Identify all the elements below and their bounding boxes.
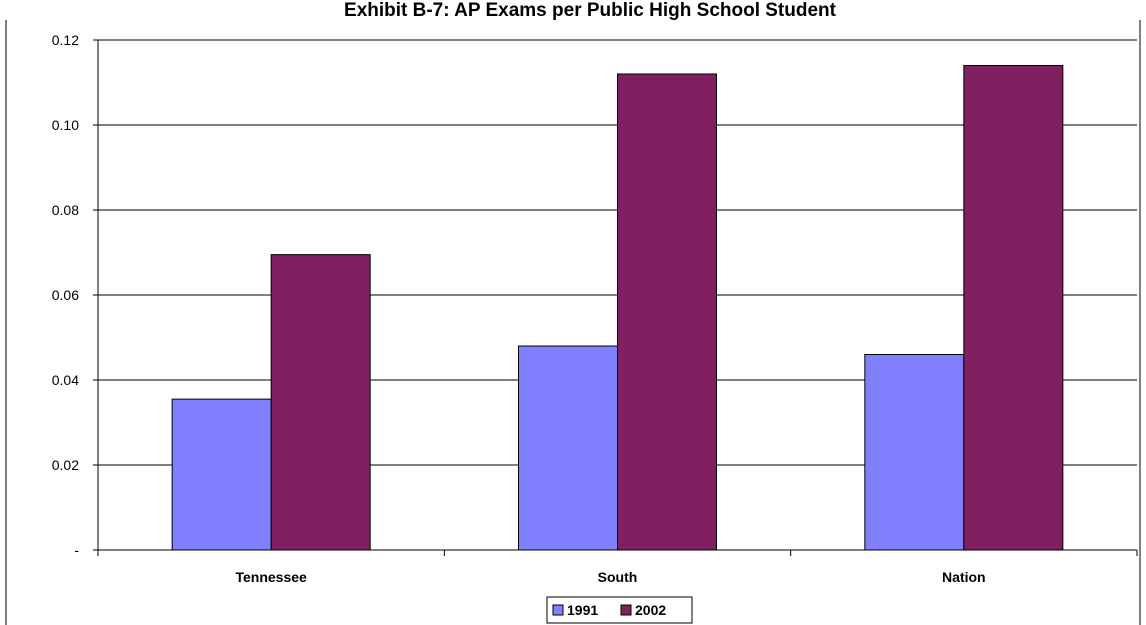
bar-1991-nation <box>864 354 965 551</box>
legend: 1991 2002 <box>546 596 693 624</box>
y-tick-label: 0.06 <box>52 287 79 303</box>
legend-label-2002: 2002 <box>635 602 666 618</box>
bar-1991-tennessee <box>171 398 272 551</box>
y-tick-label: - <box>74 542 79 558</box>
x-category-label: Tennessee <box>235 569 307 585</box>
y-tick-label: 0.04 <box>52 372 79 388</box>
bar-2002-tennessee <box>270 254 371 551</box>
x-category-label: South <box>598 569 638 585</box>
legend-swatch-1991 <box>552 604 564 616</box>
y-tick-label: 0.12 <box>52 32 79 48</box>
y-tick-label: 0.08 <box>52 202 79 218</box>
bar-2002-south <box>617 73 717 551</box>
legend-box <box>546 596 693 624</box>
bars <box>171 65 1064 551</box>
chart-title: Exhibit B-7: AP Exams per Public High Sc… <box>344 0 837 21</box>
y-tick-label: 0.02 <box>52 457 79 473</box>
legend-label-1991: 1991 <box>567 602 598 618</box>
legend-swatch-2002 <box>620 604 632 616</box>
y-tick-label: 0.10 <box>52 117 79 133</box>
bar-1991-south <box>518 345 618 551</box>
bar-2002-nation <box>963 65 1064 551</box>
x-axis: Tennessee South Nation <box>97 40 1138 585</box>
y-axis-ticks: - 0.02 0.04 0.06 0.08 0.10 0.12 <box>52 32 98 558</box>
x-category-label: Nation <box>942 569 986 585</box>
